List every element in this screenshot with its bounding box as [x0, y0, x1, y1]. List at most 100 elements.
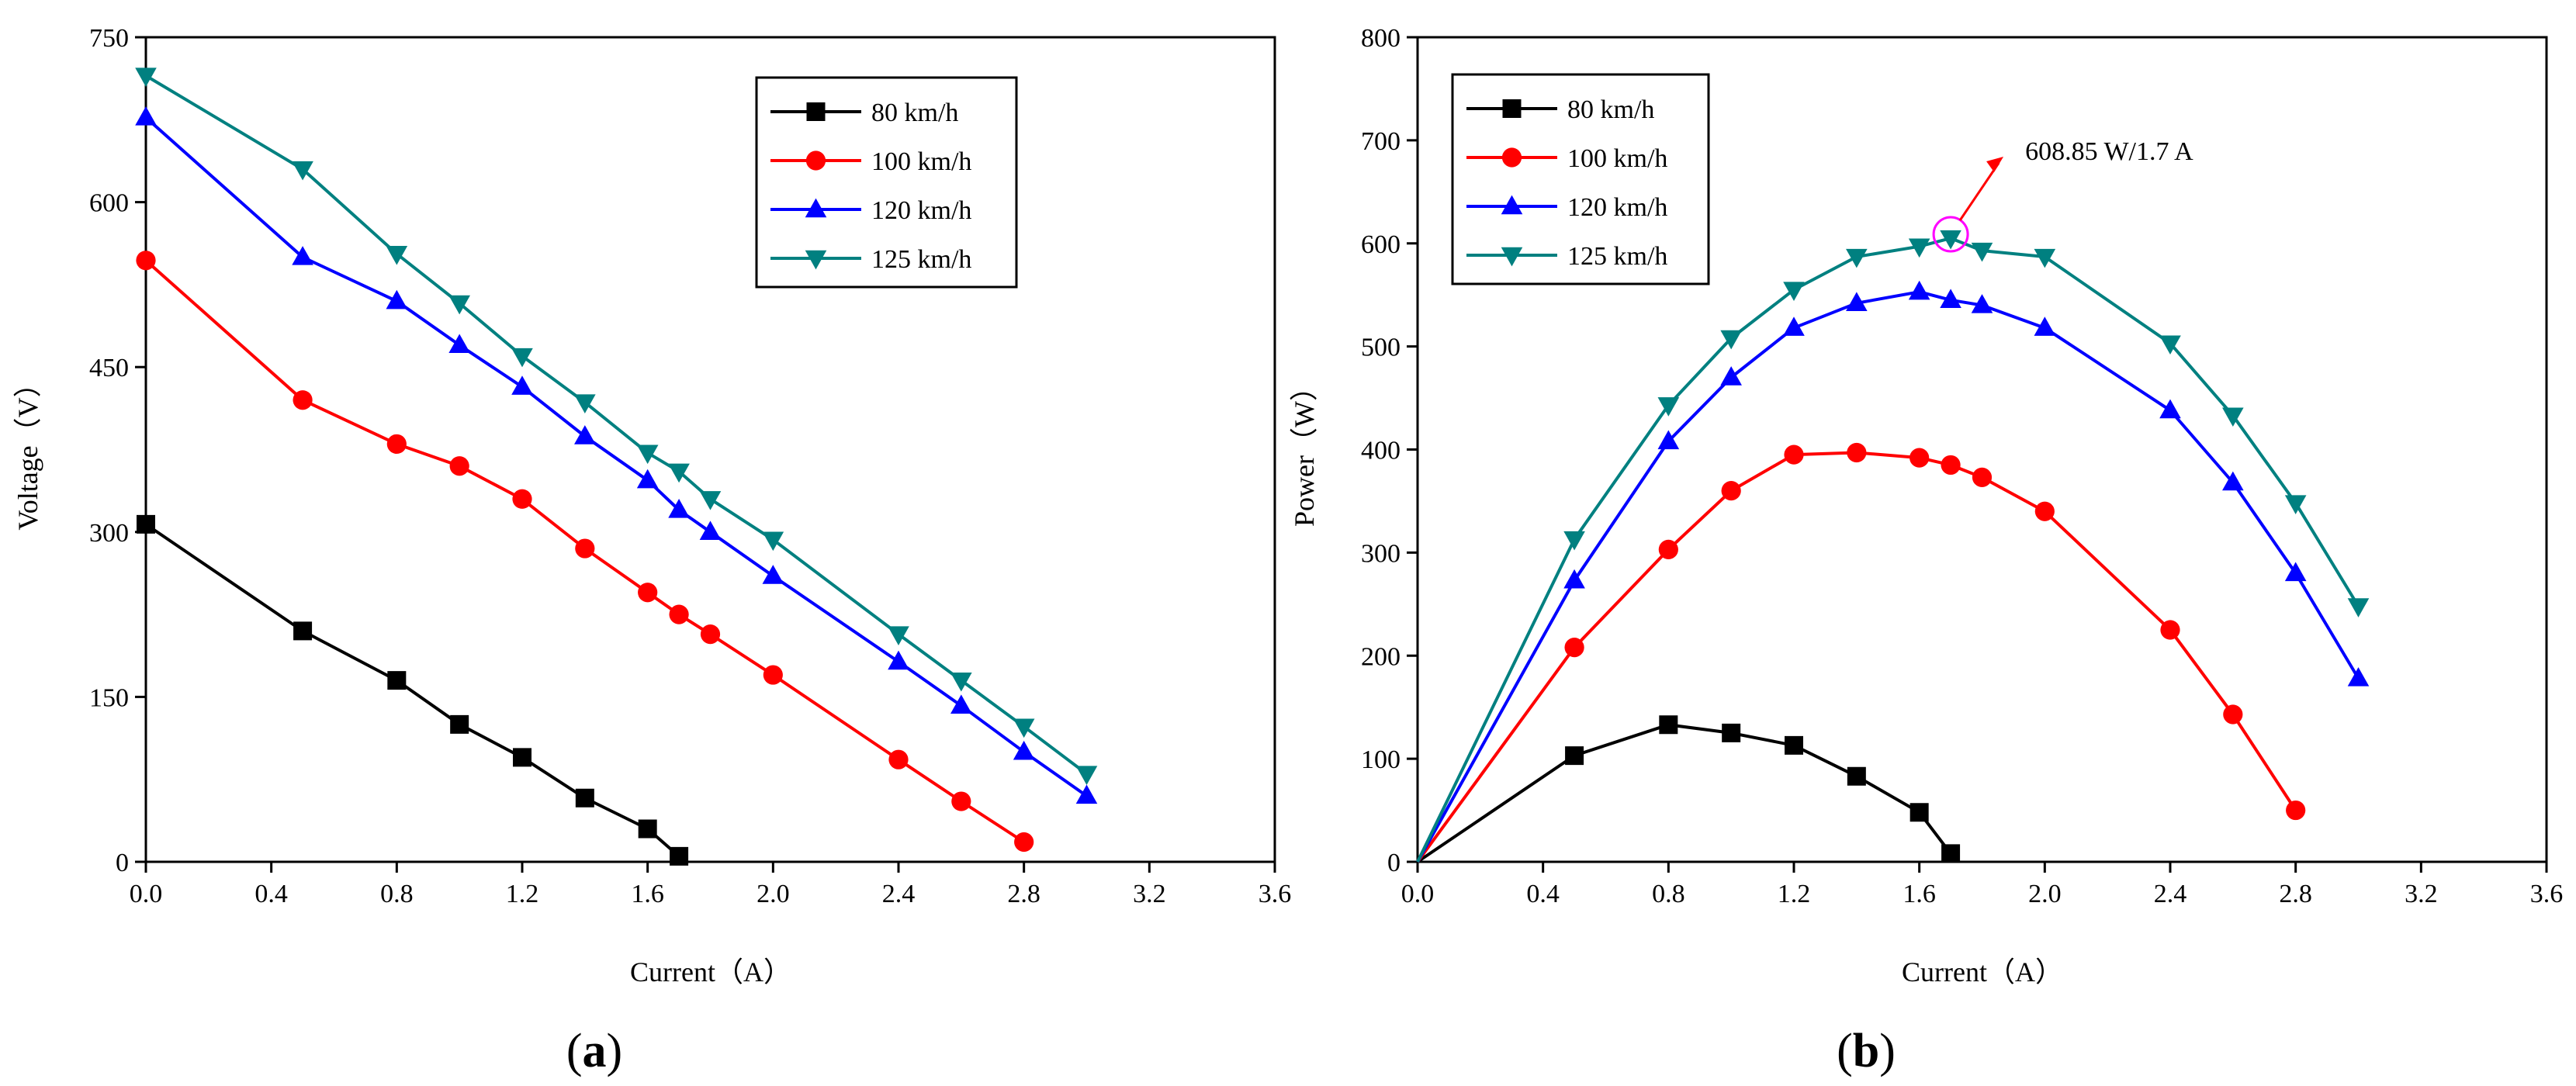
panel-label: (a) [566, 1025, 622, 1077]
data-point [1722, 723, 1741, 742]
series-line-120-km-h [1416, 290, 2360, 863]
data-point [2222, 407, 2244, 427]
data-point [950, 694, 972, 714]
data-point [950, 672, 972, 692]
legend-label: 80 km/h [871, 99, 958, 127]
data-point [638, 583, 658, 603]
data-point [670, 846, 689, 866]
y-tick-label: 0 [1387, 849, 1401, 877]
data-point [700, 624, 721, 645]
data-point [638, 819, 657, 839]
legend-marker [805, 198, 827, 218]
annotation-arrow-line [1958, 162, 2000, 221]
x-axis-title: Current（A） [630, 956, 791, 987]
legend-marker [1501, 247, 1523, 267]
y-tick-label: 400 [1361, 437, 1401, 465]
x-tick-label: 1.6 [631, 880, 664, 908]
legend-marker [805, 250, 827, 270]
data-point [2160, 620, 2180, 640]
data-point [1720, 366, 1742, 386]
data-point [1014, 832, 1034, 853]
x-tick-label: 0.4 [1526, 880, 1560, 908]
data-point [1563, 531, 1585, 551]
data-point [1909, 448, 1930, 468]
data-point [1783, 282, 1805, 301]
plot-frame [144, 36, 1276, 863]
data-point [2222, 471, 2244, 491]
data-point [448, 295, 470, 315]
y-tick-label: 450 [89, 354, 129, 382]
data-point [1659, 715, 1678, 735]
data-point [135, 106, 157, 126]
x-tick-label: 3.2 [1133, 880, 1166, 908]
data-point [386, 246, 408, 265]
data-point [575, 538, 595, 559]
data-point [669, 604, 689, 624]
panel-b: 0.0 0.4 0.8 1.2 1.6 2.0 2.4 2.8 3.2 3.6 0 100 200 300… [1289, 24, 2563, 1077]
data-point [2347, 598, 2370, 617]
y-axis-title: Power（W） [1289, 373, 1320, 527]
data-point [1657, 430, 1680, 450]
data-point [293, 390, 313, 410]
x-tick-label: 2.8 [1007, 880, 1040, 908]
y-tick-label: 800 [1361, 24, 1401, 53]
legend-marker [806, 102, 826, 121]
data-point [292, 246, 313, 265]
data-point [699, 521, 722, 540]
data-point [1783, 316, 1805, 336]
panel-a: 0.0 0.4 0.8 1.2 1.6 2.0 2.4 2.8 3.2 3.6 0 150 300 450… [12, 24, 1291, 1077]
annotation-label: 608.85 W/1.7 A [2025, 137, 2193, 166]
data-point [137, 514, 155, 534]
data-point [1971, 242, 1993, 262]
x-tick-label: 0.8 [1652, 880, 1685, 908]
data-point [1908, 280, 1930, 300]
data-point [2034, 316, 2056, 336]
data-point [668, 499, 690, 518]
y-tick-label: 300 [89, 519, 129, 548]
series-line-80-km-h [144, 523, 680, 858]
data-point [387, 671, 407, 690]
y-tick-label: 600 [1361, 230, 1401, 259]
legend-label: 125 km/h [1567, 242, 1667, 271]
y-axis-title: Voltage（V） [12, 369, 43, 530]
data-point [574, 394, 596, 413]
legend-marker [1501, 195, 1523, 215]
data-point [2034, 501, 2055, 521]
data-point [511, 375, 533, 395]
x-tick-label: 0.4 [254, 880, 288, 908]
data-point [1720, 330, 1742, 350]
data-point [2284, 562, 2307, 582]
x-tick-label: 3.6 [1259, 880, 1292, 908]
data-point [512, 489, 532, 509]
data-point [135, 67, 157, 88]
data-point [1941, 844, 1961, 863]
data-point [2034, 248, 2056, 268]
data-point [2347, 667, 2370, 687]
data-point [448, 334, 470, 354]
data-point [762, 531, 784, 552]
legend-label: 100 km/h [1567, 144, 1667, 173]
data-point [513, 748, 531, 767]
legend-marker [805, 150, 826, 171]
annotation-arrow-head [1986, 156, 2004, 172]
series-line-100-km-h [1416, 451, 2297, 863]
legend-label: 120 km/h [1567, 193, 1667, 222]
data-point [762, 565, 784, 584]
data-point [1657, 397, 1680, 417]
y-tick-label: 500 [1361, 334, 1401, 362]
data-point [951, 791, 971, 811]
data-point [1563, 569, 1585, 589]
x-tick-label: 1.2 [506, 880, 539, 908]
data-point [574, 425, 596, 444]
data-point [2159, 399, 2181, 419]
data-point [1909, 803, 1929, 822]
data-point [888, 749, 909, 770]
data-point [1565, 746, 1584, 766]
data-point [1971, 294, 1993, 313]
data-point [1658, 539, 1678, 559]
x-tick-label: 1.6 [1903, 880, 1936, 908]
data-point [1908, 238, 1930, 258]
data-point [1075, 784, 1098, 804]
data-point [763, 665, 783, 685]
